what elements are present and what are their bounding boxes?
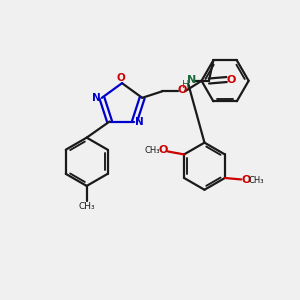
Text: O: O	[242, 175, 251, 185]
Text: O: O	[158, 145, 168, 155]
Text: O: O	[178, 85, 187, 95]
Text: N: N	[187, 75, 196, 85]
Text: CH₃: CH₃	[249, 176, 264, 185]
Text: O: O	[117, 73, 125, 83]
Text: CH₃: CH₃	[78, 202, 95, 211]
Text: N: N	[135, 116, 144, 127]
Text: CH₃: CH₃	[145, 146, 160, 155]
Text: H: H	[182, 80, 189, 90]
Text: O: O	[227, 74, 236, 85]
Text: N: N	[92, 93, 101, 103]
